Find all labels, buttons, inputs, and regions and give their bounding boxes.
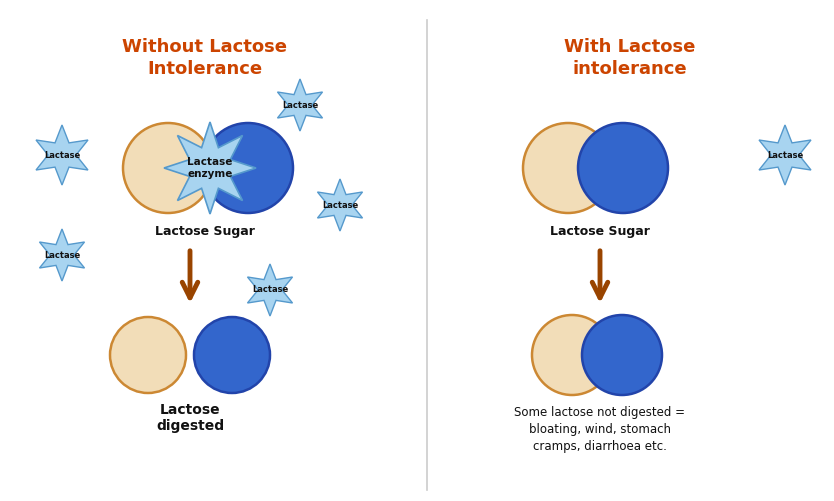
Circle shape xyxy=(532,315,612,395)
Polygon shape xyxy=(36,125,88,185)
Text: Lactase: Lactase xyxy=(252,286,288,295)
Circle shape xyxy=(194,317,270,393)
Text: Lactase
enzyme: Lactase enzyme xyxy=(188,157,233,179)
Text: Lactase: Lactase xyxy=(44,150,80,159)
Circle shape xyxy=(523,123,613,213)
Polygon shape xyxy=(248,264,293,316)
Circle shape xyxy=(203,123,293,213)
Text: Lactase: Lactase xyxy=(322,200,358,209)
Text: Lactose
digested: Lactose digested xyxy=(156,403,224,433)
Polygon shape xyxy=(759,125,811,185)
Circle shape xyxy=(578,123,668,213)
Circle shape xyxy=(123,123,213,213)
Text: Without Lactose
Intolerance: Without Lactose Intolerance xyxy=(123,38,288,78)
Text: Lactose Sugar: Lactose Sugar xyxy=(155,225,255,238)
Text: Lactase: Lactase xyxy=(282,101,318,110)
Circle shape xyxy=(582,315,662,395)
Polygon shape xyxy=(39,229,84,281)
Text: Lactase: Lactase xyxy=(767,150,803,159)
Polygon shape xyxy=(318,179,363,231)
Circle shape xyxy=(110,317,186,393)
Text: Lactose Sugar: Lactose Sugar xyxy=(550,225,650,238)
Polygon shape xyxy=(164,122,256,214)
Polygon shape xyxy=(278,79,323,131)
Text: Lactase: Lactase xyxy=(44,250,80,260)
Text: With Lactose
intolerance: With Lactose intolerance xyxy=(565,38,696,78)
Text: Some lactose not digested =
bloating, wind, stomach
cramps, diarrhoea etc.: Some lactose not digested = bloating, wi… xyxy=(515,406,686,453)
